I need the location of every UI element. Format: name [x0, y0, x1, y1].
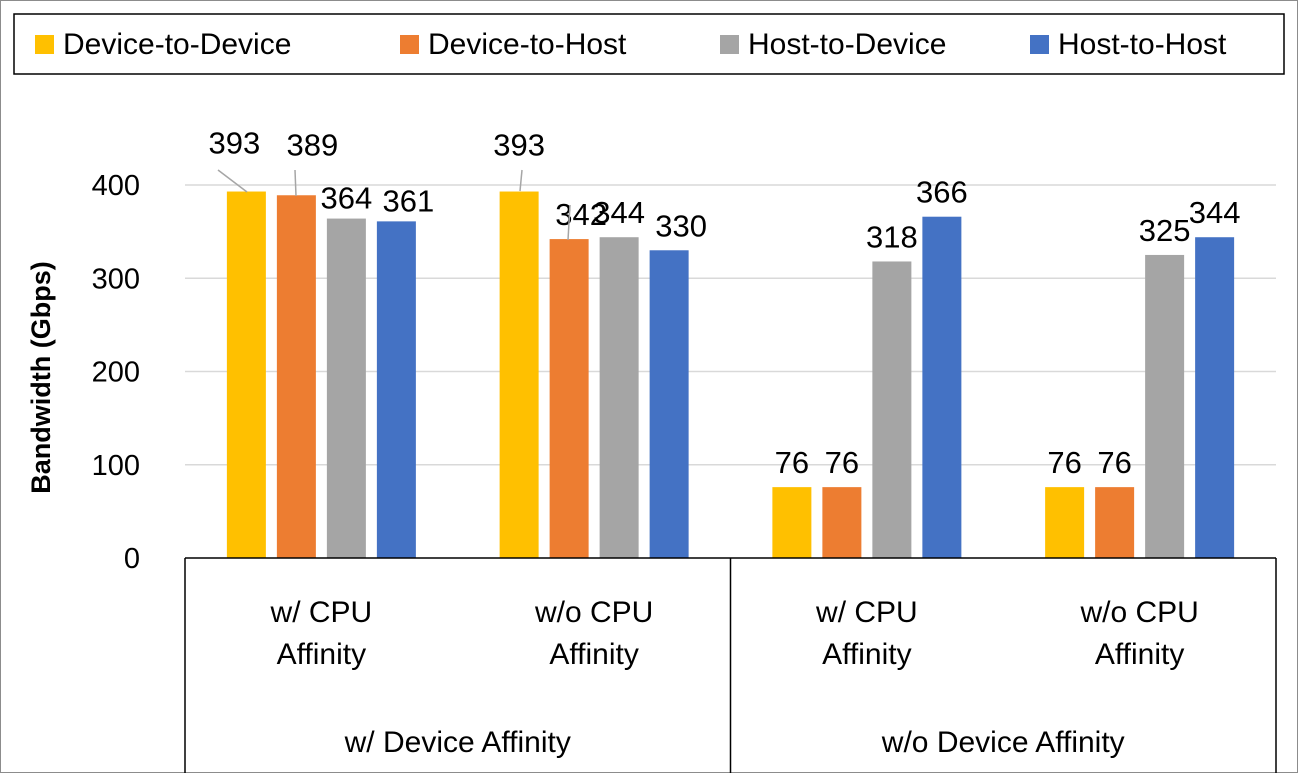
label-leader-line [519, 169, 523, 192]
legend-box [13, 13, 1285, 75]
label-leader-line [217, 169, 248, 193]
data-label: 325 [1139, 213, 1191, 248]
data-label: 393 [209, 126, 261, 161]
y-tick-label: 0 [124, 543, 140, 575]
legend-swatch [400, 35, 419, 54]
y-tick-label: 100 [92, 450, 140, 482]
bar [772, 487, 812, 558]
category-label: w/o CPU Affinity [534, 596, 653, 671]
bar [226, 191, 266, 558]
bar [549, 239, 589, 558]
data-label: 318 [866, 219, 918, 254]
bar [822, 487, 862, 558]
legend-swatch [35, 35, 54, 54]
bar [499, 191, 539, 558]
label-leader-line [294, 169, 297, 197]
legend-label: Device-to-Device [63, 28, 291, 61]
data-label: 76 [1047, 445, 1081, 480]
data-label: 330 [655, 208, 707, 243]
category-label: w/ CPU Affinity [270, 596, 373, 671]
label-leader-line [567, 204, 571, 241]
bar [376, 221, 416, 558]
data-label: 344 [593, 195, 645, 230]
legend-label: Host-to-Host [1058, 28, 1227, 61]
bar [1095, 487, 1135, 558]
bar [922, 216, 962, 558]
y-axis-title: Bandwidth (Gbps) [26, 261, 56, 493]
y-tick-label: 400 [92, 170, 140, 202]
category-label: w/ CPU Affinity [815, 596, 918, 671]
legend-label: Host-to-Device [748, 28, 946, 61]
bar [326, 218, 366, 558]
legend-swatch [1030, 35, 1049, 54]
bar [1195, 237, 1235, 558]
legend-swatch [720, 35, 739, 54]
data-label: 361 [383, 183, 435, 218]
y-tick-label: 300 [92, 263, 140, 295]
bar [1045, 487, 1085, 558]
category-label: w/o CPU Affinity [1079, 596, 1198, 671]
group-label: w/o Device Affinity [881, 726, 1125, 759]
group-label: w/ Device Affinity [344, 726, 571, 759]
data-label: 76 [1097, 445, 1131, 480]
data-label: 389 [287, 127, 339, 162]
data-label: 393 [493, 128, 545, 163]
data-label: 76 [775, 445, 809, 480]
data-label: 366 [916, 175, 968, 210]
bar [276, 195, 316, 558]
data-label: 76 [825, 445, 859, 480]
y-tick-label: 200 [92, 357, 140, 389]
data-label: 344 [1189, 195, 1241, 230]
bar [1145, 254, 1185, 558]
data-label: 364 [321, 181, 373, 216]
bar [872, 261, 912, 558]
data-label: 342 [555, 197, 607, 232]
bar [649, 250, 689, 558]
bar [599, 237, 639, 558]
legend-label: Device-to-Host [428, 28, 627, 61]
